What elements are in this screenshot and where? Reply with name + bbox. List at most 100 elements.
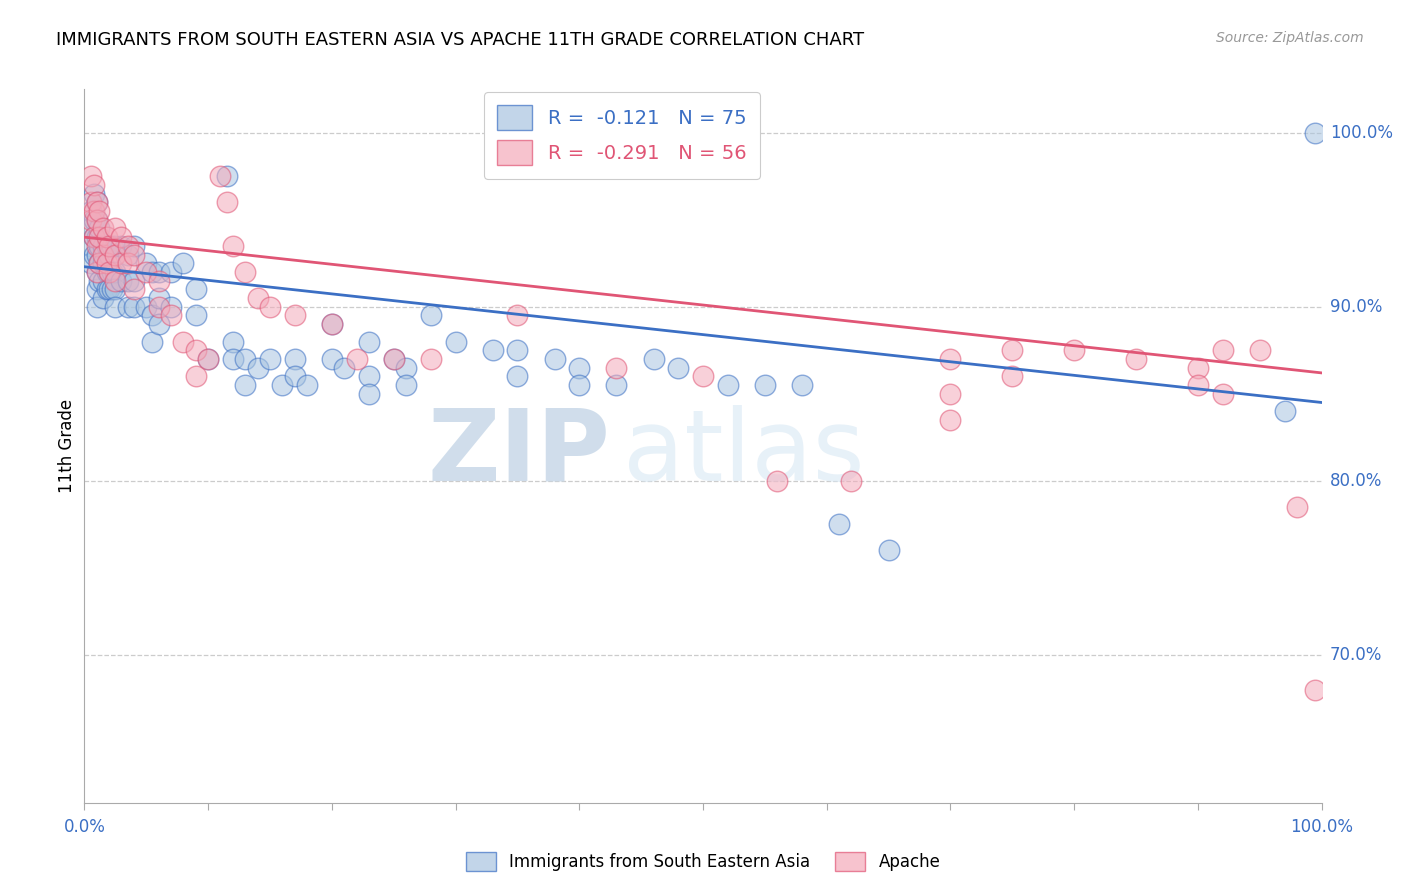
Point [419,351,441,366]
Point [754,378,776,392]
Point [222,351,245,366]
Point [259,300,281,314]
Point [96,256,118,270]
Point [321,317,343,331]
Point [141,334,163,349]
Point [1187,378,1209,392]
Point [110,239,132,253]
Point [184,369,207,384]
Point [100,239,122,253]
Point [939,413,962,427]
Point [89,239,111,253]
Point [86,195,108,210]
Point [110,230,132,244]
Point [79,204,101,219]
Point [284,369,307,384]
Point [215,195,238,210]
Point [122,300,145,314]
Point [568,360,591,375]
Point [172,256,194,270]
Point [89,221,111,235]
Point [86,230,108,244]
Point [83,186,105,201]
Text: ZIP: ZIP [427,405,610,501]
Point [91,221,114,235]
Point [692,369,714,384]
Point [141,265,163,279]
Point [148,291,170,305]
Point [89,274,111,288]
Point [122,274,145,288]
Point [122,239,145,253]
Point [321,351,343,366]
Point [357,386,380,401]
Point [104,221,127,235]
Point [110,274,132,288]
Point [122,282,145,296]
Legend: R =  -0.121   N = 75, R =  -0.291   N = 56: R = -0.121 N = 75, R = -0.291 N = 56 [484,92,761,178]
Point [357,369,380,384]
Point [717,378,740,392]
Point [395,360,418,375]
Point [117,239,139,253]
Point [184,309,207,323]
Y-axis label: 11th Grade: 11th Grade [58,399,76,493]
Point [86,212,108,227]
Point [160,265,183,279]
Point [321,317,343,331]
Point [259,351,281,366]
Point [83,178,105,192]
Point [135,265,157,279]
Point [86,247,108,261]
Text: atlas: atlas [623,405,865,501]
Point [79,212,101,227]
Point [877,543,900,558]
Point [506,369,529,384]
Point [382,351,405,366]
Point [96,282,118,296]
Point [184,343,207,358]
Point [86,195,108,210]
Point [643,351,665,366]
Point [100,265,122,279]
Point [104,300,127,314]
Point [1285,500,1308,514]
Point [506,309,529,323]
Point [666,360,689,375]
Point [104,247,127,261]
Point [215,169,238,184]
Point [284,351,307,366]
Point [89,256,111,270]
Point [91,274,114,288]
Point [86,239,108,253]
Point [209,169,232,184]
Text: 100.0%: 100.0% [1330,124,1393,142]
Point [1187,360,1209,375]
Point [122,247,145,261]
Point [233,265,256,279]
Point [117,256,139,270]
Text: Source: ZipAtlas.com: Source: ZipAtlas.com [1216,31,1364,45]
Point [117,300,139,314]
Point [246,360,269,375]
Point [197,351,219,366]
Point [233,351,256,366]
Text: 70.0%: 70.0% [1330,646,1382,664]
Point [222,239,245,253]
Point [1063,343,1085,358]
Point [1305,682,1327,697]
Point [197,351,219,366]
Point [86,300,108,314]
Point [382,351,405,366]
Point [91,239,114,253]
Point [104,265,127,279]
Point [1249,343,1271,358]
Point [86,265,108,279]
Point [86,282,108,296]
Point [83,212,105,227]
Point [86,265,108,279]
Point [89,204,111,219]
Point [246,291,269,305]
Point [98,265,121,279]
Point [271,378,294,392]
